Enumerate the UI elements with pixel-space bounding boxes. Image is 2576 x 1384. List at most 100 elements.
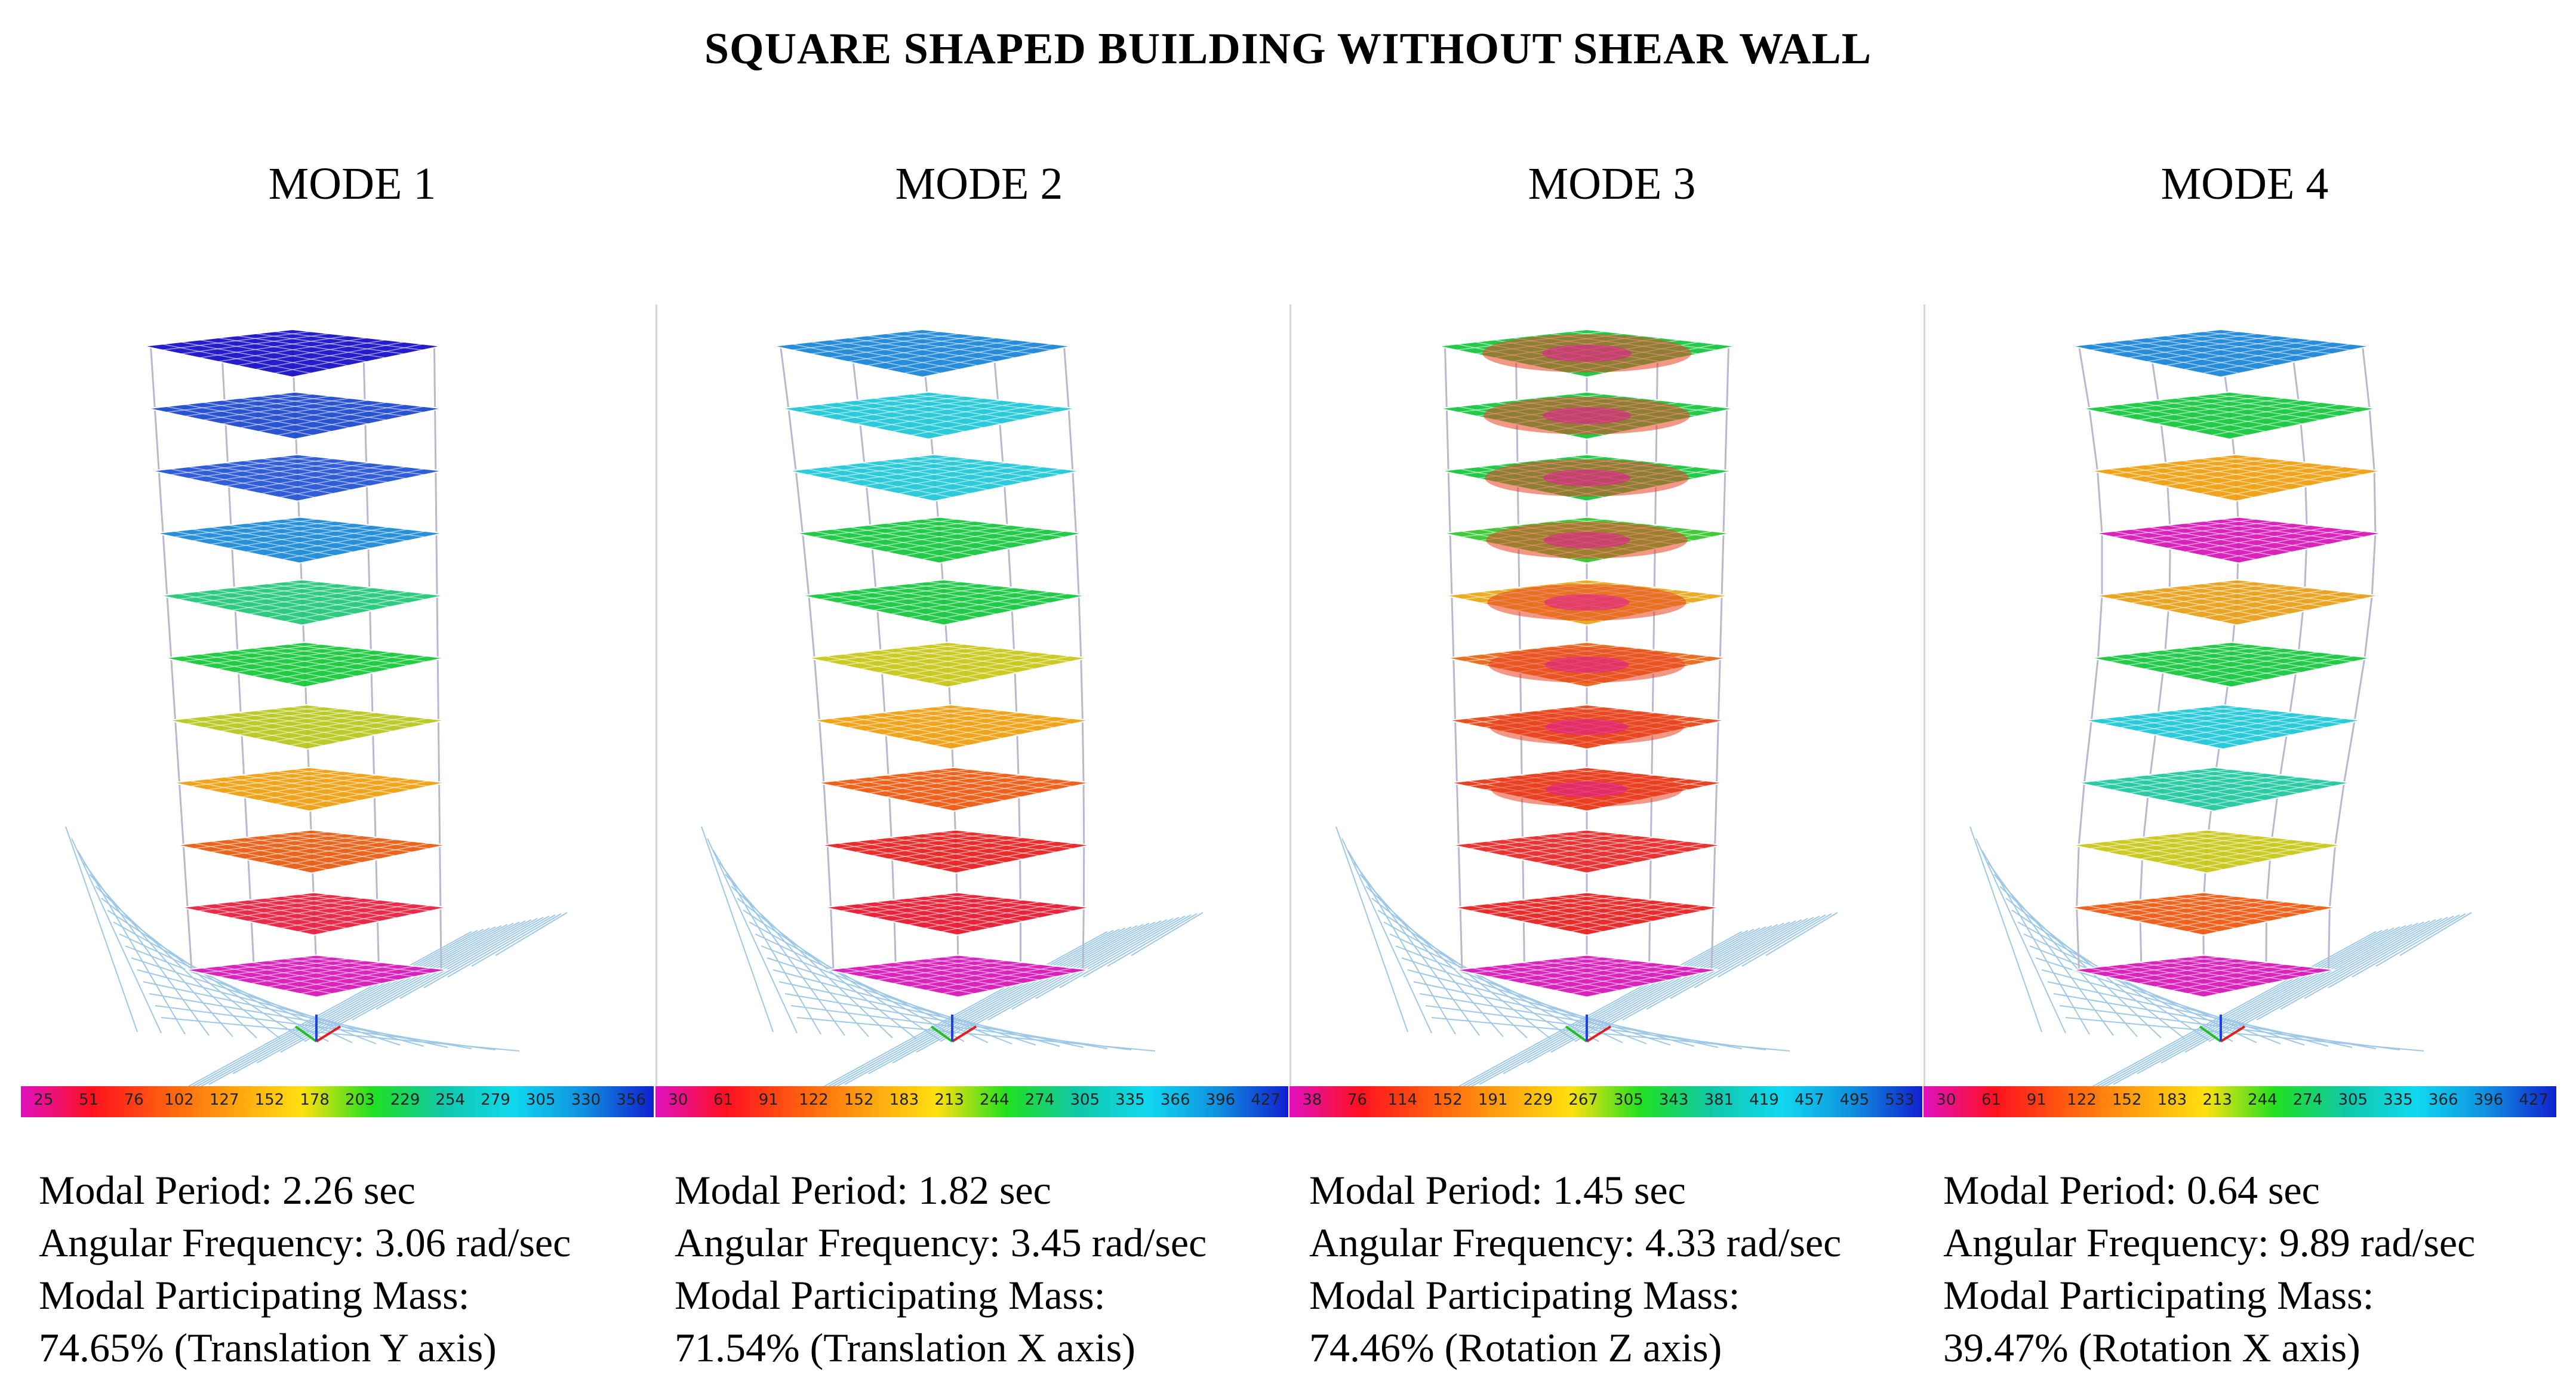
- rotation-contour: [1543, 532, 1630, 548]
- mode-3-building-view: [1288, 298, 1927, 1086]
- mode-2-color-legend: [655, 1086, 1288, 1117]
- floor-slab: [817, 766, 1091, 812]
- legend-gradient-bar: [1923, 1086, 2556, 1117]
- mass-label: Modal Participating Mass:: [1943, 1272, 2374, 1318]
- floor-mesh: [838, 831, 1074, 870]
- floor-slab: [176, 829, 447, 874]
- rotation-contour: [1542, 344, 1632, 362]
- floor-slab: [159, 579, 445, 626]
- floor-mesh: [2086, 893, 2320, 932]
- legend-tick-label: 244: [2248, 1091, 2278, 1109]
- floor-slab: [164, 642, 445, 688]
- angular-frequency: Angular Frequency: 9.89 rad/sec: [1943, 1220, 2476, 1265]
- floor-mesh: [177, 581, 427, 622]
- floor-mesh: [807, 456, 1062, 498]
- floor-slab: [2091, 642, 2372, 688]
- rotation-contour: [1544, 656, 1629, 673]
- ground-grid: [1969, 826, 2472, 1086]
- mode-4-title: MODE 4: [2160, 159, 2329, 209]
- legend-gradient-bar: [655, 1086, 1288, 1117]
- legend-tick-label: 274: [2292, 1091, 2323, 1109]
- mode-4-legend-ticks: 30 61 91 122 152 183 213 244 274 305 335 366 396 427: [1923, 1086, 2556, 1117]
- floor-slab: [795, 516, 1084, 564]
- legend-tick-label: 61: [713, 1091, 734, 1109]
- legend-tick-label: 213: [2202, 1091, 2232, 1109]
- mass-value: 74.65% (Translation Y axis): [39, 1325, 497, 1370]
- rotation-contour: [1546, 781, 1628, 797]
- legend-tick-label: 229: [390, 1091, 420, 1109]
- mode-4-building-view: [1922, 298, 2561, 1086]
- floor-slab: [807, 642, 1088, 688]
- mode-1-results: Modal Period: 2.26 sec Angular Frequency…: [39, 1164, 672, 1374]
- legend-tick-label: 279: [481, 1091, 510, 1109]
- legend-tick-label: 457: [1794, 1091, 1824, 1109]
- floor-mesh: [162, 331, 423, 374]
- floor-slab: [1451, 829, 1722, 874]
- floor-mesh: [2088, 831, 2325, 870]
- legend-tick-label: 343: [1658, 1091, 1689, 1109]
- floor-slab: [2094, 579, 2380, 626]
- floor-mesh: [792, 331, 1053, 374]
- legend-tick-label: 38: [1302, 1091, 1322, 1109]
- floor-slab: [2090, 454, 2382, 502]
- rotation-contour: [1544, 594, 1630, 611]
- floor-mesh: [841, 893, 1074, 932]
- rotation-contour: [1545, 719, 1629, 735]
- mode-3-color-legend: [1289, 1086, 1922, 1117]
- floor-slab: [824, 892, 1091, 936]
- axis-triad-icon: [930, 1015, 977, 1043]
- floor-slab: [2071, 328, 2371, 378]
- floor-mesh: [2112, 519, 2365, 560]
- building-deformed-shape: [1969, 328, 2472, 1086]
- legend-tick-label: 356: [616, 1091, 646, 1109]
- legend-tick-label: 191: [1478, 1091, 1508, 1109]
- floor-mesh: [181, 643, 427, 685]
- legend-tick-label: 30: [668, 1091, 688, 1109]
- floor-mesh: [165, 393, 424, 436]
- floor-mesh: [1472, 956, 1702, 994]
- legend-tick-label: 178: [300, 1091, 330, 1109]
- floor-mesh: [197, 893, 431, 932]
- legend-gradient-bar: [21, 1086, 654, 1117]
- floor-slab: [151, 454, 444, 502]
- legend-tick-label: 495: [1839, 1091, 1870, 1109]
- legend-tick-label: 76: [1347, 1091, 1368, 1109]
- legend-tick-label: 152: [254, 1091, 285, 1109]
- floor-slab: [184, 954, 448, 998]
- modal-period: Modal Period: 2.26 sec: [39, 1167, 416, 1213]
- floor-slab: [812, 704, 1090, 750]
- legend-tick-label: 396: [2473, 1091, 2504, 1109]
- axis-triad-icon: [1565, 1015, 1612, 1043]
- mode-1-building-view: [18, 298, 657, 1086]
- legend-tick-label: 267: [1568, 1091, 1598, 1109]
- legend-tick-label: 419: [1749, 1091, 1779, 1109]
- mass-value: 71.54% (Translation X axis): [675, 1325, 1135, 1370]
- legend-tick-label: 427: [2519, 1091, 2549, 1109]
- floor-mesh: [173, 519, 426, 560]
- floor-mesh: [829, 706, 1073, 746]
- legend-tick-label: 330: [571, 1091, 601, 1109]
- figure-title: SQUARE SHAPED BUILDING WITHOUT SHEAR WAL…: [704, 24, 1872, 73]
- floor-slab: [2070, 892, 2337, 936]
- mode-4-results: Modal Period: 0.64 sec Angular Frequency…: [1943, 1164, 2576, 1374]
- rotation-contour: [1542, 407, 1632, 424]
- floor-slab: [788, 454, 1081, 502]
- building-deformed-shape: [65, 328, 568, 1086]
- floor-slab: [147, 391, 443, 440]
- angular-frequency: Angular Frequency: 4.33 rad/sec: [1309, 1220, 1842, 1265]
- legend-tick-label: 61: [1981, 1091, 2002, 1109]
- angular-frequency: Angular Frequency: 3.45 rad/sec: [675, 1220, 1207, 1265]
- legend-tick-label: 305: [1070, 1091, 1100, 1109]
- mass-value: 39.47% (Rotation X axis): [1943, 1325, 2360, 1370]
- floor-mesh: [2094, 769, 2334, 808]
- legend-tick-label: 229: [1523, 1091, 1553, 1109]
- legend-tick-label: 254: [435, 1091, 466, 1109]
- legend-tick-label: 274: [1024, 1091, 1055, 1109]
- floor-mesh: [2101, 706, 2344, 746]
- legend-tick-label: 305: [1614, 1091, 1644, 1109]
- legend-tick-label: 122: [799, 1091, 829, 1109]
- floor-mesh: [819, 581, 1069, 622]
- mode-1-legend-ticks: 25 51 76 102 127 152 178 203 229 254 279 305 330 356: [21, 1086, 654, 1117]
- floor-mesh: [799, 393, 1058, 436]
- floor-slab: [826, 954, 1090, 998]
